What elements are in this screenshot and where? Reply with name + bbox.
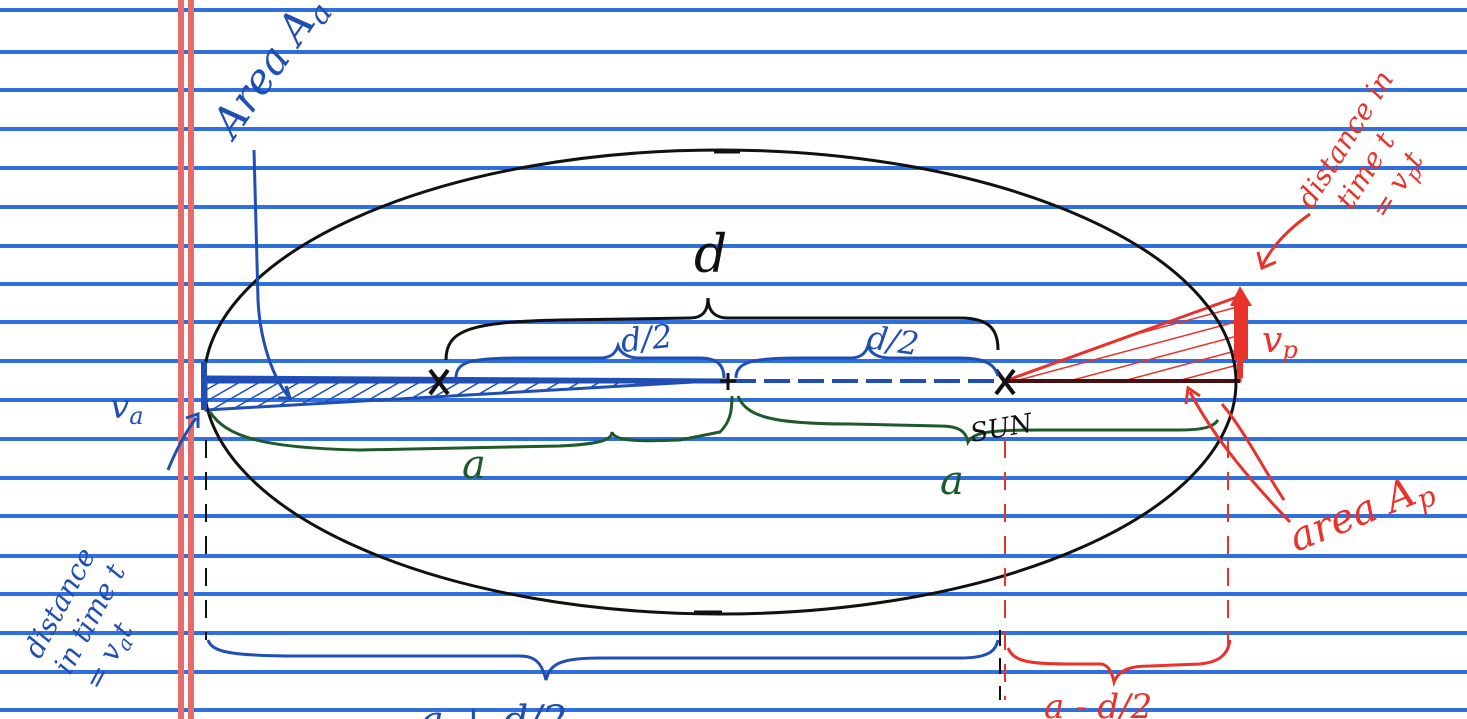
brace-a-minus-d-half <box>1006 639 1232 688</box>
label-a-left: a <box>462 442 486 488</box>
brace-a-plus-d-half <box>206 639 1000 681</box>
brace-a-left <box>208 395 734 452</box>
label-v-p: vp <box>1262 320 1298 364</box>
brace-d-half-left <box>454 341 726 379</box>
focus-left-marker <box>428 368 450 396</box>
label-d-half-left: d/2 <box>619 317 674 360</box>
arrow-area-a <box>252 149 290 397</box>
center-marker <box>720 373 736 390</box>
label-d-half-right: d/2 <box>865 318 921 363</box>
label-a-right: a <box>940 458 964 504</box>
margin-line <box>178 0 194 719</box>
sun-focus-marker <box>994 368 1016 396</box>
brace-d-half-right <box>734 341 1000 379</box>
brace-d <box>444 297 1000 361</box>
label-a-minus-d-half: a - d/2 <box>1044 687 1152 719</box>
arrow-dist-p <box>1260 212 1311 267</box>
label-d: d <box>694 225 727 285</box>
area-p-hatched-region <box>1004 293 1242 383</box>
label-a-plus-d-half: a + d/2 <box>420 698 567 719</box>
label-v-a: va <box>110 387 144 430</box>
brace-a-right <box>736 395 1220 447</box>
label-distance-p: distance in time t = vpt <box>1290 64 1430 224</box>
arrow-area-p <box>1188 391 1292 524</box>
label-sun: SUN <box>968 408 1036 449</box>
